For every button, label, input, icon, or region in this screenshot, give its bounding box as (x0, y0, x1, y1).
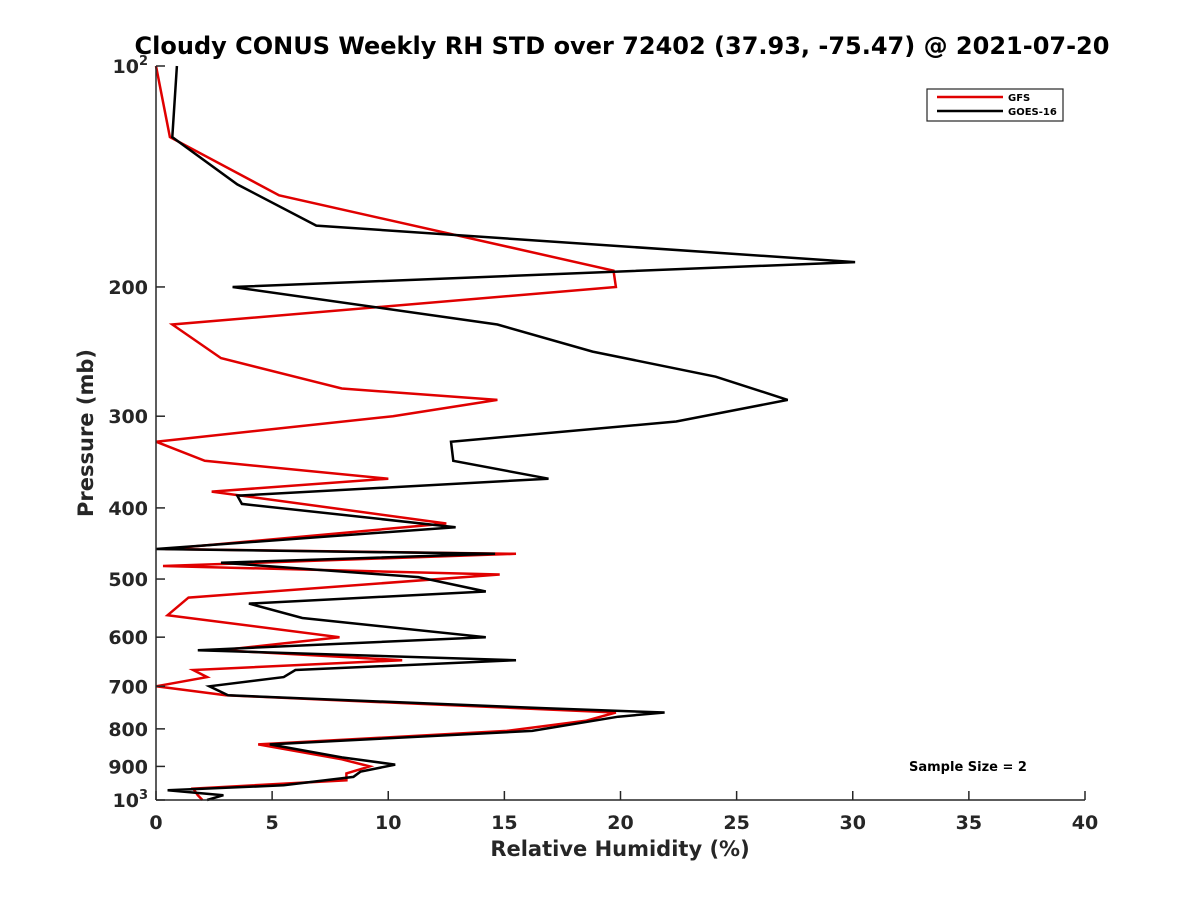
y-tick-label-base: 800 (108, 719, 148, 741)
x-tick-label: 30 (840, 812, 866, 834)
y-tick-label-base: 900 (108, 756, 148, 778)
y-axis-label: Pressure (mb) (74, 349, 98, 517)
x-tick-label: 40 (1072, 812, 1098, 834)
y-tick-label: 400 (108, 498, 148, 520)
legend-label-gfs: GFS (1008, 93, 1030, 104)
y-tick-label: 200 (108, 277, 148, 299)
x-ticks: 0 5 10 15 20 25 30 35 40 (149, 791, 1098, 834)
y-tick-label: 600 (108, 627, 148, 649)
y-tick-label-base: 400 (108, 498, 148, 520)
y-tick-label-base: 600 (108, 627, 148, 649)
y-tick-label: 300 (108, 406, 148, 428)
y-tick-label: 700 (108, 676, 148, 698)
y-tick-label: 800 (108, 719, 148, 741)
series-line-gfs (154, 65, 618, 801)
y-tick-label: 102 (113, 54, 149, 78)
x-tick-label: 10 (375, 812, 401, 834)
y-tick-label: 103 (113, 788, 149, 812)
y-tick-label-base: 10 (113, 56, 139, 78)
x-axis-label: Relative Humidity (%) (490, 837, 749, 861)
legend-label-goes16: GOES-16 (1008, 107, 1057, 118)
sample-size-annotation: Sample Size = 2 (909, 760, 1027, 775)
y-tick-label-exponent: 2 (139, 54, 148, 69)
x-tick-label: 35 (956, 812, 982, 834)
y-tick-label-base: 10 (113, 790, 139, 812)
y-tick-label-base: 700 (108, 676, 148, 698)
y-tick-label-base: 300 (108, 406, 148, 428)
x-tick-label: 0 (149, 812, 162, 834)
y-tick-label: 900 (108, 756, 148, 778)
y-tick-label-base: 200 (108, 277, 148, 299)
chart-title: Cloudy CONUS Weekly RH STD over 72402 (3… (135, 32, 1110, 60)
series-line-goes16 (155, 65, 856, 802)
legend: GFS GOES-16 (926, 88, 1064, 122)
series-lines (154, 65, 856, 802)
x-tick-label: 20 (607, 812, 633, 834)
y-tick-label-exponent: 3 (139, 788, 148, 803)
y-tick-label-base: 500 (108, 569, 148, 591)
x-tick-label: 25 (723, 812, 749, 834)
x-tick-label: 5 (266, 812, 279, 834)
legend-box (926, 88, 1064, 122)
y-tick-label: 500 (108, 569, 148, 591)
x-tick-label: 15 (491, 812, 517, 834)
